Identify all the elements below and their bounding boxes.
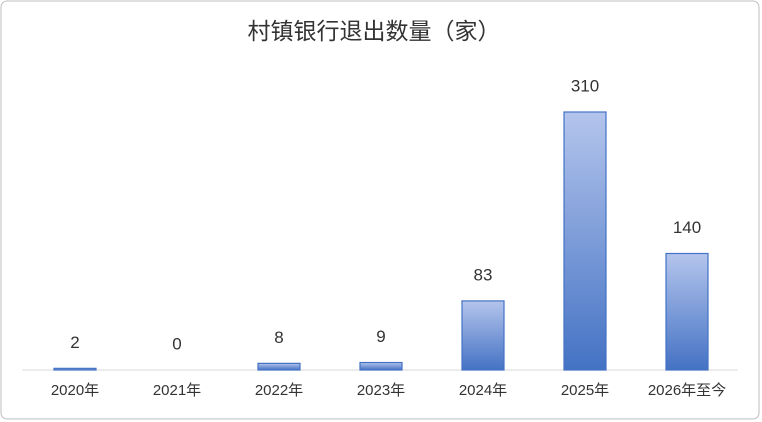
chart-title: 村镇银行退出数量（家） bbox=[248, 18, 501, 44]
x-tick-label: 2020年 bbox=[51, 382, 99, 399]
bar bbox=[563, 111, 607, 371]
x-tick-label: 2021年 bbox=[153, 382, 201, 399]
value-label: 0 bbox=[172, 334, 181, 353]
x-tick-label: 2025年 bbox=[561, 382, 609, 399]
bar bbox=[257, 362, 301, 371]
value-label: 310 bbox=[571, 76, 599, 95]
x-tick-label: 2022年 bbox=[255, 382, 303, 399]
bar bbox=[53, 367, 97, 371]
value-label: 83 bbox=[474, 265, 493, 284]
value-label: 8 bbox=[274, 328, 283, 347]
x-tick-label: 2023年 bbox=[357, 382, 405, 399]
x-tick-label: 2026年至今 bbox=[648, 382, 726, 399]
bar bbox=[359, 361, 403, 371]
bar bbox=[665, 252, 709, 371]
x-tick-label: 2024年 bbox=[459, 382, 507, 399]
value-label: 140 bbox=[673, 218, 701, 237]
value-label: 2 bbox=[70, 333, 79, 352]
value-label: 9 bbox=[376, 327, 385, 346]
bar bbox=[461, 300, 505, 371]
